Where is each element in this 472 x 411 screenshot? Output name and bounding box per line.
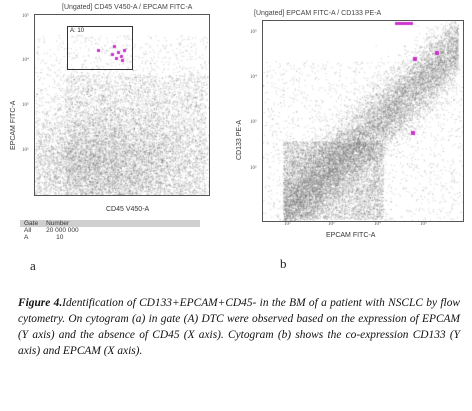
plot-title-a: [Ungated] CD45 V450-A / EPCAM FITC-A: [62, 4, 193, 11]
panel-label-a: a: [30, 258, 36, 273]
x-tick-b-0: 10²: [284, 222, 291, 227]
y-tick-a-0: 10⁵: [22, 14, 29, 19]
y-tick-b-1: 10⁴: [250, 75, 257, 80]
y-axis-title-a: EPCAM FITC-A: [10, 100, 17, 150]
cytogram-b: [Ungated] EPCAM FITC-A / CD133 PE-A CD13…: [236, 0, 472, 290]
y-tick-a-3: 10²: [22, 148, 29, 153]
panel-label-b: b: [280, 256, 287, 271]
stats-cell: 20 000 000: [46, 227, 79, 234]
figure-label: Figure 4.: [18, 297, 63, 309]
stats-header: Number: [42, 220, 201, 227]
x-tick-b-3: 10⁵: [420, 222, 427, 227]
event-scatter-a: [35, 15, 209, 195]
gate-a: A: 10: [67, 26, 133, 70]
x-axis-title-a: CD45 V450-A: [106, 206, 150, 213]
stats-cell: 10: [56, 234, 64, 241]
y-tick-b-0: 10⁵: [250, 30, 257, 35]
plot-area-a: A: 10: [34, 14, 210, 196]
y-axis-title-b: CD133 PE-A: [236, 119, 243, 160]
figure-caption: Figure 4.Identification of CD133+EPCAM+C…: [18, 295, 460, 359]
stats-header: Gate: [20, 220, 43, 227]
stats-table: Gate Number All 20 000 000 A 10: [20, 220, 201, 241]
y-tick-a-1: 10⁴: [22, 58, 29, 63]
plot-area-b: [262, 20, 464, 222]
x-tick-b-2: 10⁴: [374, 222, 381, 227]
caption-text: Identification of CD133+EPCAM+CD45- in t…: [18, 297, 460, 357]
cytogram-a: [Ungated] CD45 V450-A / EPCAM FITC-A EPC…: [0, 0, 236, 290]
x-tick-b-1: 10³: [328, 222, 335, 227]
event-scatter-b: [263, 21, 463, 221]
stats-cell: A: [24, 234, 29, 241]
x-axis-title-b: EPCAM FITC-A: [326, 232, 376, 239]
gate-label: A: 10: [70, 28, 85, 34]
y-tick-b-3: 10²: [250, 166, 257, 171]
stats-cell: All: [24, 227, 32, 234]
y-tick-b-2: 10³: [250, 120, 257, 125]
y-tick-a-2: 10³: [22, 103, 29, 108]
plot-title-b: [Ungated] EPCAM FITC-A / CD133 PE-A: [254, 10, 382, 17]
